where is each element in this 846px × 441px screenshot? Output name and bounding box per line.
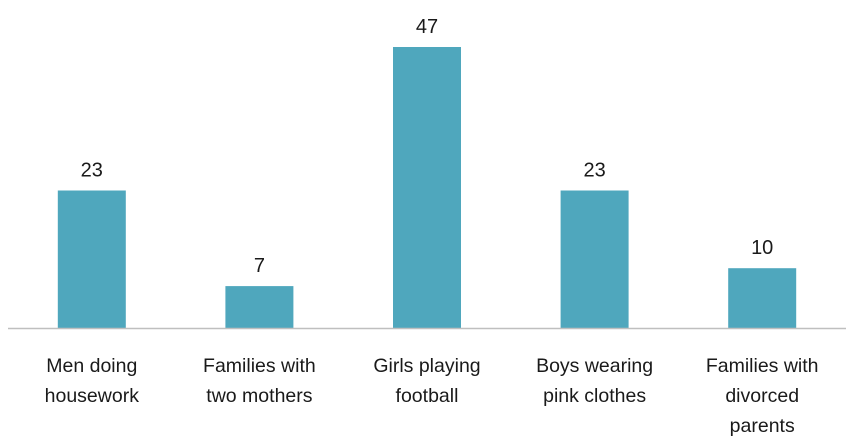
category-label: Boys wearing pink clothes	[536, 355, 653, 407]
category-label-line: housework	[45, 385, 140, 407]
category-label-line: pink clothes	[543, 385, 646, 407]
category-label-line: parents	[730, 415, 795, 437]
bar	[393, 47, 461, 328]
category-label: Men doing housework	[45, 355, 140, 407]
bar	[225, 286, 294, 328]
category-label-line: Girls playing	[373, 355, 480, 377]
bar	[57, 190, 126, 328]
data-label: 7	[254, 255, 265, 277]
category-labels-group: Men doing housework Families with two mothe…	[45, 355, 819, 437]
category-label-line: Boys wearing	[536, 355, 653, 377]
bar	[560, 190, 629, 328]
data-labels-group: 23 7 47 23 10	[81, 16, 774, 277]
category-label-line: divorced	[725, 385, 799, 407]
bar	[728, 268, 797, 328]
data-label: 10	[751, 237, 773, 259]
category-label-line: Men doing	[46, 355, 137, 377]
category-label: Families with two mothers	[203, 355, 316, 407]
category-label: Families with divorced parents	[706, 355, 819, 437]
data-label: 23	[583, 160, 605, 182]
category-label-line: football	[396, 385, 459, 407]
category-label-line: Families with	[706, 355, 819, 377]
bars-group	[57, 47, 797, 328]
category-label-line: two mothers	[206, 385, 312, 407]
category-label: Girls playing football	[373, 355, 480, 407]
data-label: 23	[81, 160, 103, 182]
data-label: 47	[416, 16, 438, 38]
category-label-line: Families with	[203, 355, 316, 377]
